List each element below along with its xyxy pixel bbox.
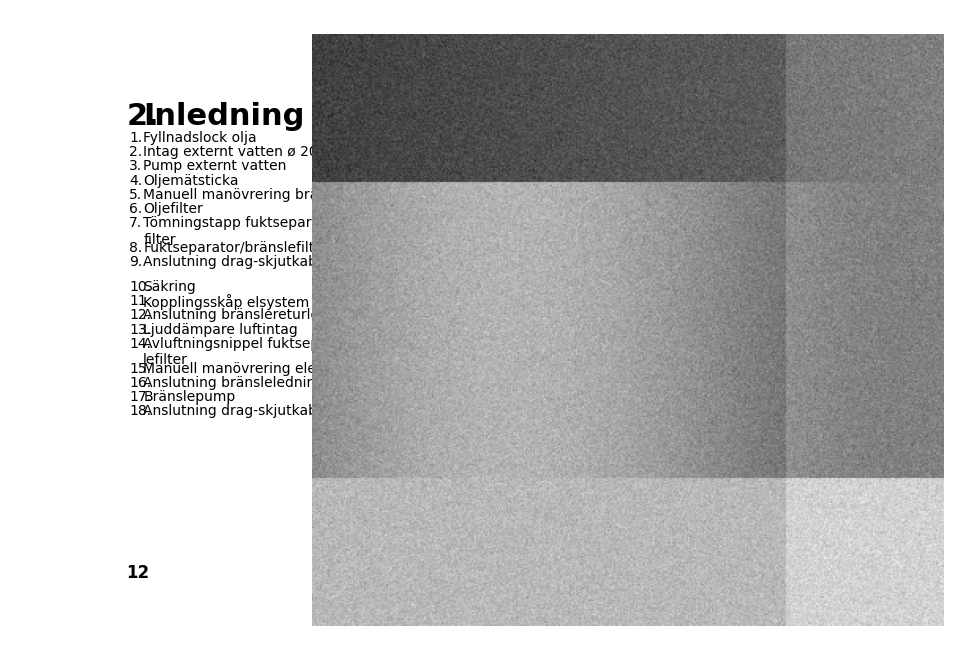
- Text: Avluftningsnippel fuktseparator/bräns-
lefilter: Avluftningsnippel fuktseparator/bräns- l…: [143, 337, 411, 367]
- Text: 10.: 10.: [130, 280, 152, 294]
- Text: 9: 9: [389, 540, 398, 555]
- Text: Manuell manövrering elektriskt stopp: Manuell manövrering elektriskt stopp: [143, 361, 403, 375]
- Text: 4.: 4.: [130, 174, 142, 188]
- Text: 16: 16: [658, 116, 677, 131]
- Text: 3.: 3.: [130, 160, 142, 174]
- Text: 8: 8: [470, 540, 480, 555]
- Text: Fyllnadslock olja: Fyllnadslock olja: [143, 131, 257, 145]
- Text: Oljefilter: Oljefilter: [143, 202, 203, 216]
- Text: 4: 4: [600, 540, 610, 555]
- Text: 17.: 17.: [130, 390, 152, 404]
- Text: 1.: 1.: [130, 131, 142, 145]
- Text: Fuktseparator/bränslefilter: Fuktseparator/bränslefilter: [143, 241, 328, 255]
- Text: 5.: 5.: [130, 188, 142, 202]
- Text: 2: 2: [654, 540, 663, 555]
- Text: Anslutning bränslereturledning 8 mm: Anslutning bränslereturledning 8 mm: [143, 309, 403, 323]
- Text: 15: 15: [626, 116, 645, 131]
- Text: Anslutning drag-skjutkabel gashandtag: Anslutning drag-skjutkabel gashandtag: [143, 404, 417, 418]
- Text: Kopplingsskåp elsystem: Kopplingsskåp elsystem: [143, 294, 309, 310]
- Text: 6: 6: [530, 540, 540, 555]
- Text: 14.: 14.: [130, 337, 152, 351]
- Text: 15.: 15.: [130, 361, 152, 375]
- Text: 18: 18: [777, 116, 796, 131]
- Text: Tömningstapp fuktseparator/bränsle-
filter: Tömningstapp fuktseparator/bränsle- filt…: [143, 216, 401, 246]
- Text: 8.: 8.: [130, 241, 142, 255]
- Text: 7: 7: [501, 540, 511, 555]
- Text: 13.: 13.: [130, 323, 152, 337]
- Text: Servicesidan: Servicesidan: [747, 96, 856, 111]
- Text: Manuell manövrering bränslepump: Manuell manövrering bränslepump: [143, 188, 387, 202]
- Bar: [359, 110, 854, 571]
- Text: Intag externt vatten ø 20 mm: Intag externt vatten ø 20 mm: [143, 145, 349, 159]
- Text: 2.: 2.: [130, 145, 142, 159]
- Text: 10: 10: [384, 116, 403, 131]
- Text: 2.: 2.: [126, 102, 159, 131]
- Text: Anslutning bränsleledning: Anslutning bränsleledning: [143, 376, 324, 390]
- Text: 18.: 18.: [130, 404, 152, 418]
- Text: 6.: 6.: [130, 202, 142, 216]
- Text: 1: 1: [718, 540, 728, 555]
- Text: 12.: 12.: [130, 309, 152, 323]
- Text: Oljemätsticka: Oljemätsticka: [143, 174, 239, 188]
- Text: 5: 5: [560, 540, 569, 555]
- Text: 12: 12: [496, 116, 516, 131]
- Text: 13: 13: [527, 116, 546, 131]
- Text: Ljuddämpare luftintag: Ljuddämpare luftintag: [143, 323, 298, 337]
- Text: 9.: 9.: [130, 255, 142, 269]
- Text: 7.: 7.: [130, 216, 142, 230]
- Text: Säkring: Säkring: [143, 280, 196, 294]
- Text: Inledning: Inledning: [143, 102, 304, 131]
- Text: 17: 17: [713, 116, 732, 131]
- Text: 1: 1: [685, 116, 695, 131]
- Text: 3: 3: [626, 540, 636, 555]
- Text: 12: 12: [126, 564, 150, 582]
- Text: Benämning maskindelar: Benämning maskindelar: [649, 85, 856, 100]
- Text: Bränslepump: Bränslepump: [143, 390, 235, 404]
- Text: Pump externt vatten: Pump externt vatten: [143, 160, 287, 174]
- Text: 14: 14: [558, 116, 577, 131]
- Text: 11.: 11.: [130, 294, 152, 308]
- Text: V001J53: V001J53: [844, 537, 853, 569]
- Text: 11: 11: [466, 116, 485, 131]
- Text: 16.: 16.: [130, 376, 152, 390]
- Text: Anslutning drag-skjutkabel backkoppling: Anslutning drag-skjutkabel backkoppling: [143, 255, 426, 269]
